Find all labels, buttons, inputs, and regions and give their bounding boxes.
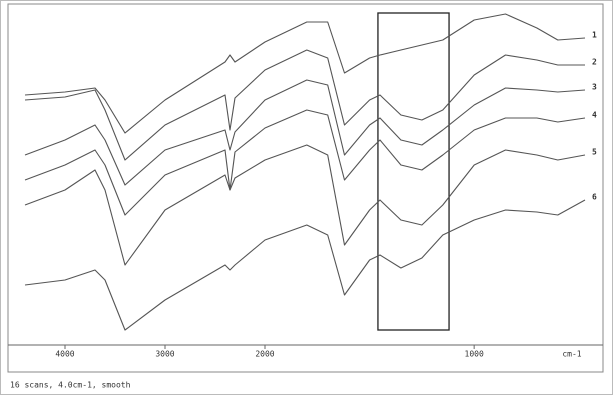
spectrum-line	[24, 144, 586, 266]
spectrum-line	[24, 79, 586, 186]
series-label: 6	[592, 193, 597, 202]
x-tick-label: 1000	[465, 350, 484, 359]
x-tick-label: 2000	[255, 350, 274, 359]
series-label: 5	[592, 148, 597, 157]
plot-frame	[7, 3, 604, 373]
series-label: 4	[592, 111, 597, 120]
spectrum-line	[24, 199, 586, 331]
series-label: 3	[592, 83, 597, 92]
spectrum-line	[24, 109, 586, 216]
x-tick-label: 3000	[155, 350, 174, 359]
spectrum-line	[24, 13, 586, 134]
x-tick-label: 4000	[55, 350, 74, 359]
highlight-box	[377, 12, 450, 331]
spectrum-line	[24, 49, 585, 161]
series-label: 1	[592, 31, 597, 40]
footnote: 16 scans, 4.0cm-1, smooth	[10, 381, 131, 390]
x-axis-label: cm-1	[562, 350, 581, 359]
series-label: 2	[592, 58, 597, 67]
